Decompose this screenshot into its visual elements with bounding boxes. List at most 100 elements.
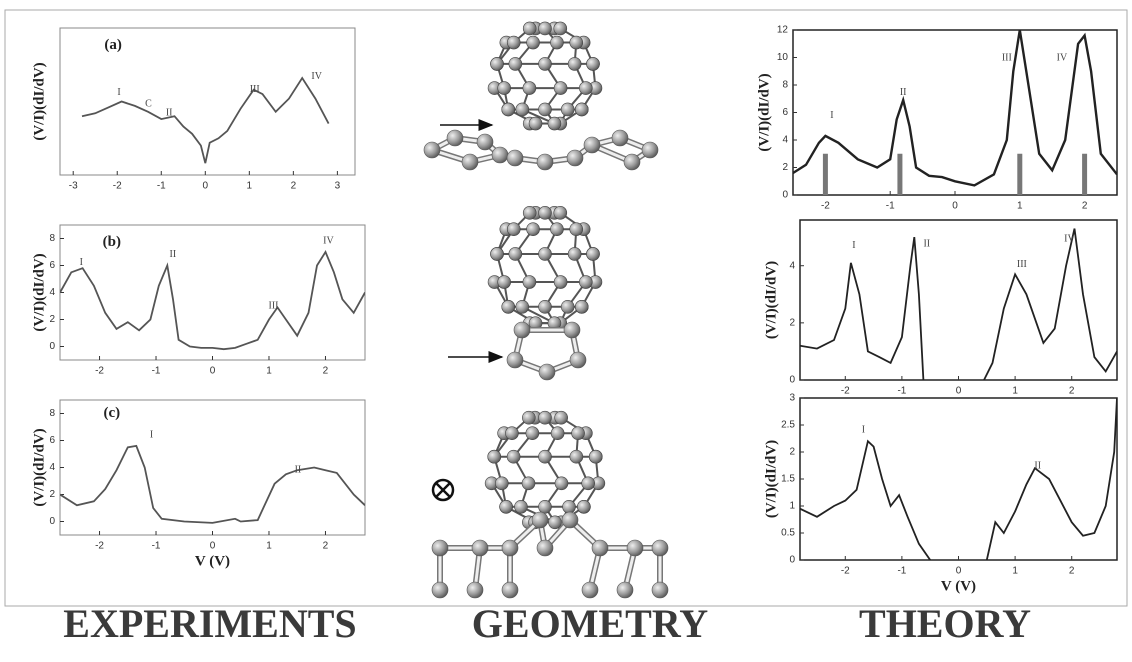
y-tick-label: 2 bbox=[782, 162, 788, 173]
atom bbox=[522, 411, 535, 424]
y-axis-label: (V/I)(dI/dV) bbox=[31, 428, 47, 506]
y-tick-label: 4 bbox=[49, 462, 55, 473]
peak-label: C bbox=[145, 99, 152, 110]
atom bbox=[586, 57, 599, 70]
x-tick-label: -1 bbox=[886, 201, 895, 212]
peak-label: IV bbox=[323, 235, 334, 246]
y-tick-label: 8 bbox=[49, 408, 55, 419]
atom bbox=[447, 130, 463, 146]
y-tick-label: 6 bbox=[782, 107, 788, 118]
peak-label: I bbox=[150, 429, 153, 440]
x-tick-label: 1 bbox=[1012, 386, 1018, 397]
atom bbox=[548, 516, 561, 529]
x-tick-label: 2 bbox=[1069, 566, 1075, 577]
atom bbox=[539, 364, 555, 380]
atom bbox=[539, 300, 552, 313]
plot-area bbox=[793, 30, 1117, 195]
y-tick-label: 8 bbox=[49, 233, 55, 244]
atom bbox=[539, 22, 552, 35]
x-tick-label: -2 bbox=[113, 181, 122, 192]
plot-frame bbox=[800, 398, 1117, 560]
atom bbox=[548, 117, 561, 130]
atom bbox=[537, 154, 553, 170]
x-tick-label: 1 bbox=[1012, 566, 1018, 577]
y-axis-label: (V/I)(dI/dV) bbox=[763, 261, 779, 339]
x-tick-label: 0 bbox=[952, 201, 958, 212]
y-tick-label: 4 bbox=[789, 260, 795, 271]
atom bbox=[488, 450, 501, 463]
atom bbox=[492, 147, 508, 163]
atom bbox=[575, 300, 588, 313]
atom bbox=[612, 130, 628, 146]
x-tick-label: -2 bbox=[95, 366, 104, 377]
chart: -2-1012024(V/I)(dI/dV)IIIIIIIV bbox=[763, 220, 1117, 397]
atom bbox=[539, 206, 552, 219]
peak-label: I bbox=[80, 257, 83, 268]
x-tick-label: 2 bbox=[323, 366, 329, 377]
atom bbox=[539, 57, 552, 70]
atom bbox=[502, 300, 515, 313]
chart: -2-101202468(V/I)(dI/dV)(b)IIIIIIIV bbox=[31, 225, 365, 377]
atom bbox=[554, 22, 567, 35]
y-tick-label: 1.5 bbox=[781, 474, 795, 485]
peak-label: IV bbox=[1064, 233, 1075, 244]
y-axis-label: (V/I)(dI/dV) bbox=[763, 440, 779, 518]
atom bbox=[551, 427, 564, 440]
atom bbox=[584, 137, 600, 153]
atom bbox=[537, 540, 553, 556]
x-tick-label: -1 bbox=[152, 541, 161, 552]
x-tick-label: 2 bbox=[291, 181, 297, 192]
atom bbox=[624, 154, 640, 170]
geometry bbox=[424, 22, 668, 598]
atom bbox=[577, 500, 590, 513]
atom bbox=[589, 450, 602, 463]
figure: EXPERIMENTS GEOMETRY THEORY -3-2-10123(V… bbox=[0, 0, 1132, 657]
plot-area bbox=[60, 446, 365, 523]
atom bbox=[539, 450, 552, 463]
x-tick-label: -1 bbox=[897, 386, 906, 397]
peak-label: II bbox=[1034, 460, 1041, 471]
y-tick-label: 2 bbox=[789, 447, 795, 458]
atom bbox=[432, 582, 448, 598]
atom bbox=[500, 500, 513, 513]
plot-area bbox=[800, 229, 1117, 380]
peak-label: III bbox=[1017, 259, 1027, 270]
atom bbox=[522, 477, 535, 490]
atom bbox=[642, 142, 658, 158]
peak-label: II bbox=[166, 108, 173, 119]
y-tick-label: 0 bbox=[789, 375, 795, 386]
y-tick-label: 2 bbox=[49, 489, 55, 500]
peak-label: II bbox=[923, 238, 930, 249]
peak-label: IV bbox=[311, 71, 322, 82]
curve bbox=[60, 446, 365, 523]
atom bbox=[507, 223, 520, 236]
y-tick-label: 10 bbox=[777, 52, 789, 63]
atom bbox=[432, 540, 448, 556]
x-tick-label: 0 bbox=[210, 366, 216, 377]
stem bbox=[1017, 154, 1022, 195]
atom bbox=[467, 582, 483, 598]
atom bbox=[567, 150, 583, 166]
atom bbox=[586, 247, 599, 260]
y-tick-label: 6 bbox=[49, 260, 55, 271]
atom bbox=[562, 512, 578, 528]
atom bbox=[652, 540, 668, 556]
atom bbox=[575, 103, 588, 116]
atom bbox=[579, 82, 592, 95]
atom bbox=[554, 206, 567, 219]
atom bbox=[570, 450, 583, 463]
atom bbox=[617, 582, 633, 598]
peak-label: II bbox=[170, 249, 177, 260]
x-tick-label: 0 bbox=[203, 181, 209, 192]
x-axis-label: V (V) bbox=[941, 578, 976, 594]
atom bbox=[582, 477, 595, 490]
y-tick-label: 0.5 bbox=[781, 528, 795, 539]
atom bbox=[627, 540, 643, 556]
x-tick-label: -1 bbox=[897, 566, 906, 577]
atom bbox=[539, 411, 552, 424]
panel-label: (b) bbox=[103, 234, 121, 250]
atom bbox=[523, 206, 536, 219]
curve bbox=[60, 252, 365, 349]
